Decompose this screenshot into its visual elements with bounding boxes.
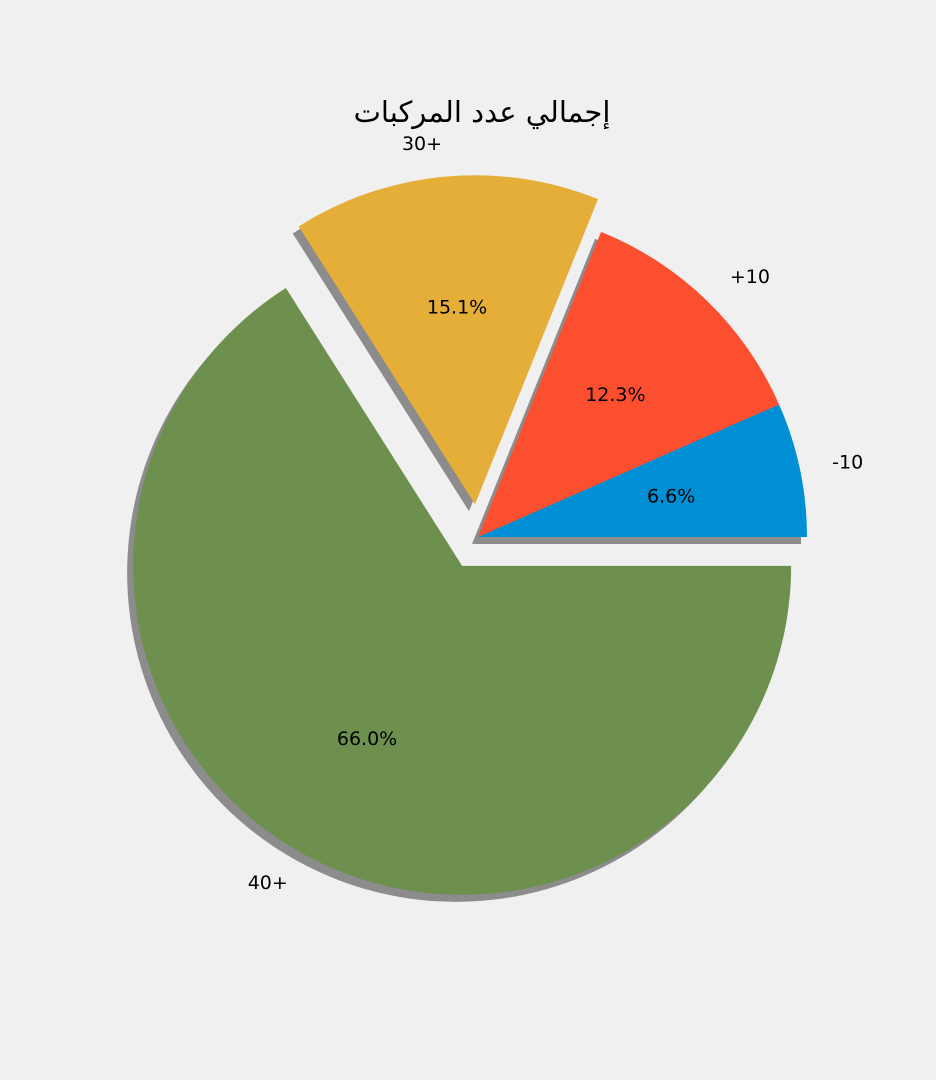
pie-slice-30-2: [298, 175, 599, 505]
percent-label-40-3: 66.0%: [337, 728, 397, 750]
slice-label-10-1: +10: [730, 266, 770, 288]
slice-label-40-3: 40+: [248, 872, 288, 894]
pie-slice-10-0: [478, 404, 807, 537]
pie-slice-10-1: [478, 231, 780, 537]
percent-label-10-1: 12.3%: [585, 384, 645, 406]
label-layer: 6.6% -10 12.3% +10 15.1% 30+ 66.0% 40+: [248, 133, 864, 894]
chart-title: إجمالي عدد المركبات: [354, 95, 611, 130]
slice-label-30-2: 30+: [402, 133, 442, 155]
percent-label-10-0: 6.6%: [647, 485, 695, 507]
slice-layer: [133, 175, 807, 895]
percent-label-30-2: 15.1%: [427, 297, 487, 319]
pie-slice-40-3: [133, 288, 792, 895]
slice-label-10-0: -10: [832, 452, 863, 474]
